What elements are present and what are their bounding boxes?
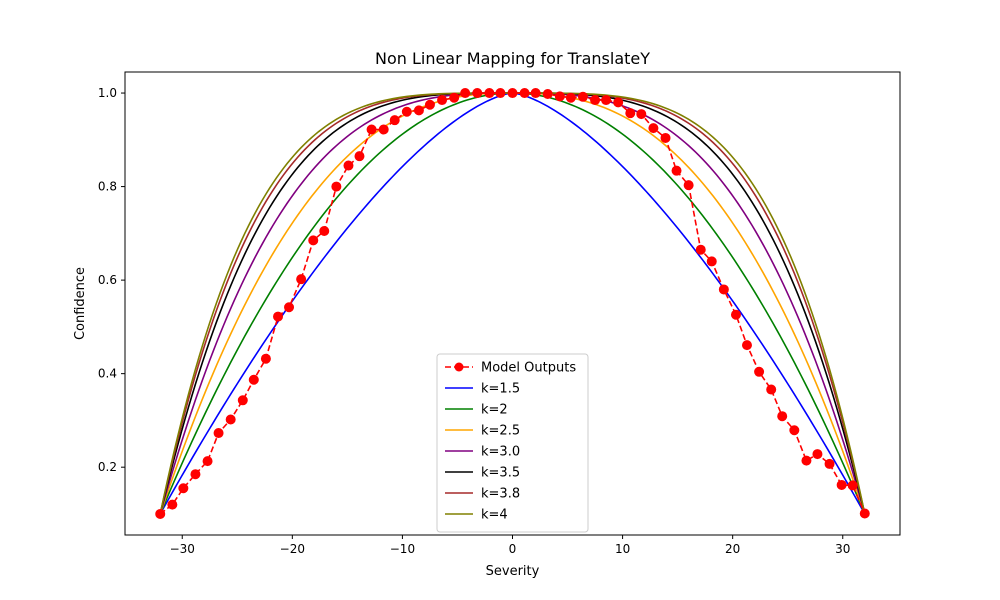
model-output-point: [225, 414, 236, 425]
model-output-point: [167, 499, 178, 510]
model-output-point: [636, 109, 647, 120]
model-output-point: [378, 124, 389, 135]
x-tick-label: −10: [390, 542, 415, 556]
x-axis-ticks: −30 −20 −10 0 10 20 30: [170, 535, 850, 556]
model-output-point: [237, 395, 248, 406]
model-output-point: [859, 508, 870, 519]
model-output-point: [565, 92, 576, 103]
model-output-point: [812, 449, 823, 460]
model-output-point: [273, 311, 284, 322]
model-output-point: [660, 132, 671, 143]
legend-marker: [454, 362, 464, 372]
model-output-point: [824, 458, 835, 469]
model-output-point: [730, 309, 741, 320]
y-axis-label: Confidence: [73, 267, 88, 340]
model-output-point: [308, 235, 319, 246]
model-output-point: [706, 256, 717, 267]
model-output-point: [554, 91, 565, 102]
model-output-point: [777, 411, 788, 422]
model-output-point: [789, 425, 800, 436]
model-output-point: [401, 106, 412, 117]
model-output-point: [683, 180, 694, 191]
legend: Model Outputs k=1.5 k=2 k=2.5 k=3.0 k=3.5 k=3.…: [436, 353, 589, 533]
y-tick-label: 0.6: [98, 273, 117, 287]
legend-label: k=3.5: [481, 466, 520, 481]
model-output-point: [836, 479, 847, 490]
model-output-point: [741, 340, 752, 351]
model-output-point: [319, 226, 330, 237]
model-output-point: [248, 374, 259, 385]
x-tick-label: 30: [835, 542, 850, 556]
legend-label: k=2.5: [481, 424, 520, 439]
x-tick-label: 0: [509, 542, 517, 556]
model-output-point: [754, 366, 765, 377]
model-output-point: [801, 455, 812, 466]
model-output-point: [424, 99, 435, 110]
model-outputs-layer: [155, 88, 870, 519]
model-output-point: [484, 88, 495, 99]
model-output-point: [507, 88, 518, 99]
model-output-point: [460, 88, 471, 99]
model-output-point: [331, 181, 342, 192]
y-tick-label: 0.8: [98, 180, 117, 194]
model-output-point: [590, 95, 601, 106]
model-output-point: [847, 480, 858, 491]
model-output-point: [472, 88, 483, 99]
model-output-point: [413, 105, 424, 116]
model-output-point: [718, 284, 729, 295]
x-tick-label: −20: [280, 542, 305, 556]
model-output-point: [671, 165, 682, 176]
model-output-point: [202, 456, 213, 467]
model-output-point: [613, 97, 624, 108]
model-output-point: [542, 88, 553, 99]
legend-label: k=2: [481, 403, 508, 418]
model-output-point: [577, 91, 588, 102]
model-output-point: [601, 95, 612, 106]
model-output-point: [178, 483, 189, 494]
model-output-point: [354, 151, 365, 162]
model-output-point: [366, 124, 377, 135]
model-output-point: [296, 274, 307, 285]
model-output-point: [284, 302, 295, 313]
legend-label: k=3.8: [481, 487, 520, 502]
x-tick-label: 10: [615, 542, 630, 556]
model-output-point: [766, 384, 777, 395]
model-output-point: [648, 123, 659, 134]
x-tick-label: 20: [725, 542, 740, 556]
model-output-point: [449, 92, 460, 103]
model-output-point: [530, 88, 541, 99]
x-tick-label: −30: [170, 542, 195, 556]
model-output-point: [343, 160, 354, 171]
x-axis-label: Severity: [486, 564, 540, 579]
model-output-point: [213, 428, 224, 439]
model-output-point: [260, 353, 271, 364]
legend-label: k=3.0: [481, 445, 520, 460]
y-tick-label: 0.2: [98, 460, 117, 474]
y-tick-label: 1.0: [98, 86, 117, 100]
model-output-point: [389, 115, 400, 126]
model-output-point: [495, 88, 506, 99]
model-output-point: [519, 88, 530, 99]
model-output-point: [695, 244, 706, 255]
legend-label: Model Outputs: [481, 361, 576, 376]
chart-title: Non Linear Mapping for TranslateY: [375, 49, 650, 68]
y-axis-ticks: 0.2 0.4 0.6 0.8 1.0: [98, 86, 125, 474]
legend-label: k=4: [481, 508, 508, 523]
model-output-point: [155, 508, 166, 519]
legend-box: [436, 353, 589, 533]
legend-label: k=1.5: [481, 382, 520, 397]
model-output-point: [625, 108, 636, 119]
model-output-point: [437, 95, 448, 106]
model-output-point: [190, 469, 201, 480]
y-tick-label: 0.4: [98, 367, 117, 381]
